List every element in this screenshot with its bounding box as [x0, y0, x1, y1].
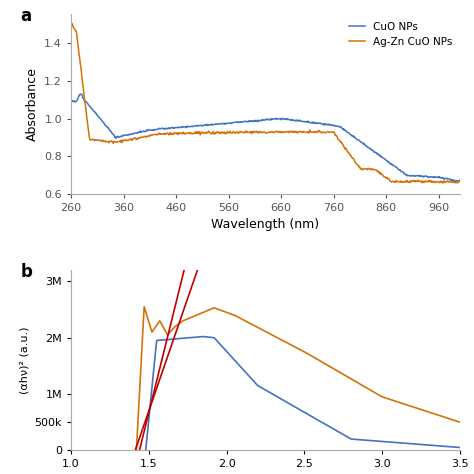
Y-axis label: Absorbance: Absorbance — [26, 67, 39, 141]
Line: CuO NPs: CuO NPs — [71, 94, 460, 182]
Ag-Zn CuO NPs — [455, 180, 460, 186]
CuO NPs — [169, 125, 174, 131]
Legend: CuO NPs, Ag-Zn CuO NPs: CuO NPs, Ag-Zn CuO NPs — [345, 18, 456, 51]
Ag-Zn CuO NPs — [137, 135, 143, 140]
Text: b: b — [20, 263, 32, 281]
Y-axis label: (αhν)² (a.u.): (αhν)² (a.u.) — [19, 327, 29, 394]
Ag-Zn CuO NPs — [298, 129, 304, 135]
X-axis label: Wavelength (nm): Wavelength (nm) — [211, 218, 319, 231]
CuO NPs — [298, 118, 304, 124]
CuO NPs — [328, 122, 334, 128]
CuO NPs — [362, 141, 367, 146]
Ag-Zn CuO NPs — [169, 130, 174, 136]
Ag-Zn CuO NPs — [457, 179, 463, 184]
Ag-Zn CuO NPs — [362, 166, 367, 172]
Ag-Zn CuO NPs — [245, 130, 250, 136]
CuO NPs — [457, 178, 463, 183]
Line: Ag-Zn CuO NPs: Ag-Zn CuO NPs — [71, 24, 460, 183]
CuO NPs — [79, 91, 84, 97]
CuO NPs — [456, 179, 462, 184]
Ag-Zn CuO NPs — [328, 129, 334, 135]
CuO NPs — [245, 119, 250, 125]
Text: a: a — [20, 7, 32, 25]
Ag-Zn CuO NPs — [68, 21, 74, 27]
CuO NPs — [137, 128, 143, 134]
CuO NPs — [68, 99, 74, 104]
Ag-Zn CuO NPs — [70, 21, 75, 27]
